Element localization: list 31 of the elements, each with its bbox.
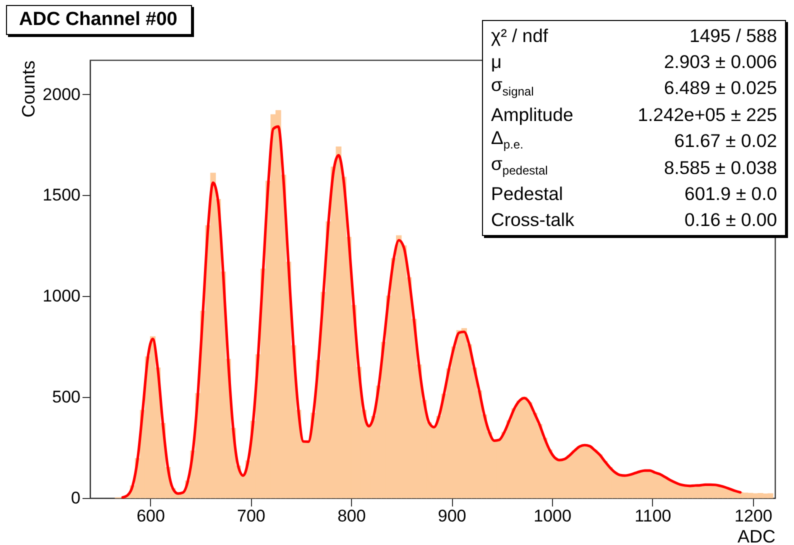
annotation: 61.67 ± 0.02	[673, 129, 778, 154]
annotation: σ$_{signal}$	[490, 74, 535, 101]
annotation: 0.16 ± 0.00	[684, 208, 778, 232]
y-tick-label: 0	[71, 488, 80, 508]
annotation: 2.903 ± 0.006	[662, 50, 778, 74]
annotation: μ	[490, 50, 503, 74]
y-tick-label: 2000	[42, 84, 80, 104]
annotation: Cross-talk	[490, 208, 576, 232]
annotation: 8.585 ± 0.038	[662, 156, 778, 180]
x-tick-label: 600	[136, 506, 165, 526]
y-tick-label: 1500	[42, 186, 80, 205]
x-tick-label: 900	[438, 506, 466, 526]
annotation: 1.242e+05 ± 225	[636, 102, 778, 127]
chart-title: ADC Channel #00	[6, 5, 192, 35]
y-axis-title: Counts	[18, 60, 39, 118]
y-tick-label: 1000	[42, 286, 80, 306]
x-tick-label: 1200	[734, 506, 772, 526]
annotation: 6.489 ± 0.025	[662, 76, 778, 100]
annotation: σ$_{pedestal}$	[490, 153, 549, 180]
annotation: Amplitude	[490, 102, 574, 127]
annotation: Pedestal	[490, 182, 564, 206]
annotation: Δ$_{p.e.}$	[490, 126, 524, 154]
x-tick-label: 700	[237, 506, 266, 526]
text: 1495 / 588	[688, 24, 778, 48]
text: χ² / ndf	[490, 24, 550, 48]
x-tick-label: 800	[337, 506, 366, 526]
x-tick-label: 1000	[534, 506, 572, 526]
annotation: 601.9 ± 0.0	[684, 182, 778, 206]
x-axis-title: ADC	[737, 526, 776, 545]
x-tick-label: 1100	[634, 506, 672, 526]
y-tick-label: 500	[52, 388, 80, 407]
